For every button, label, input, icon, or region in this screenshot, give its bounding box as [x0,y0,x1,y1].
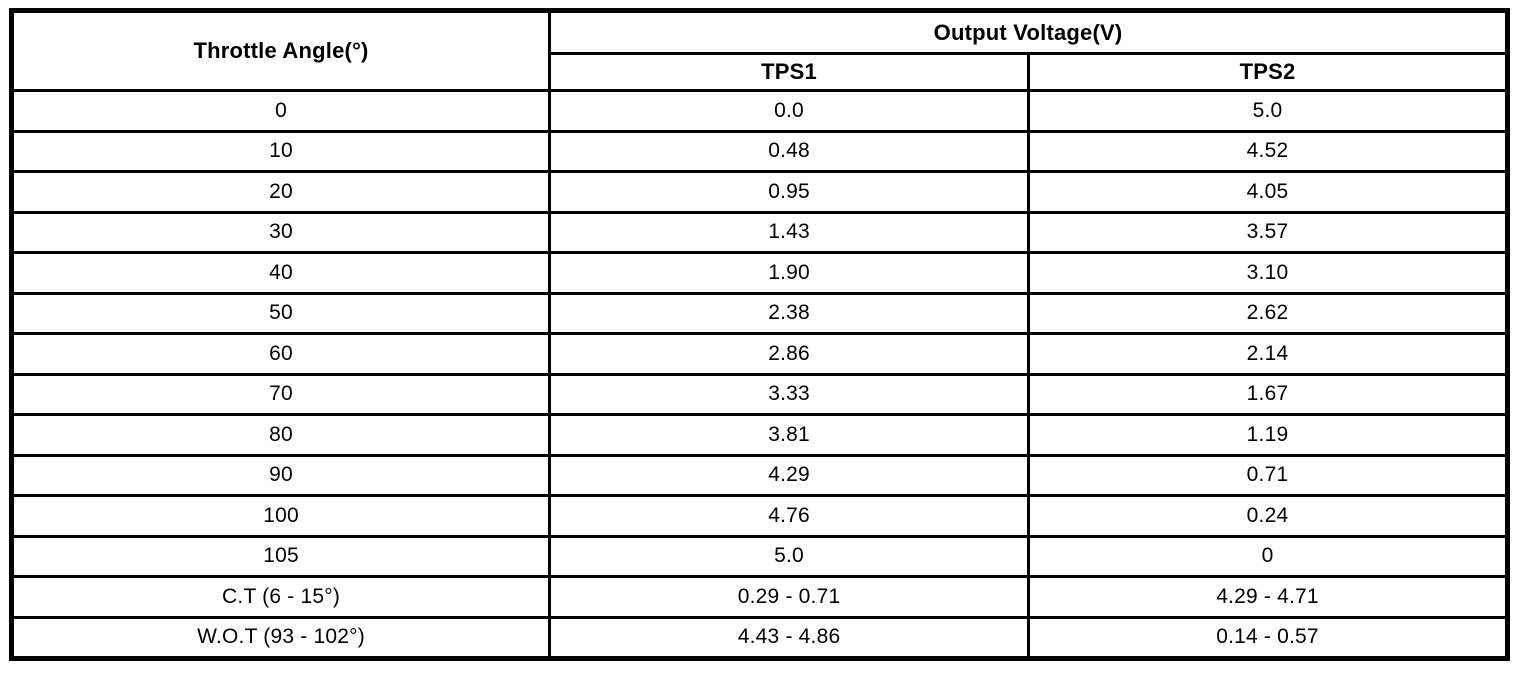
throttle-angle-header: Throttle Angle(°) [9,9,552,92]
tps2-cell: 0 [1027,534,1509,578]
tps1-cell: 0.0 [548,89,1031,133]
angle-cell: 20 [9,170,552,214]
tps1-cell: 3.33 [548,372,1031,416]
tps1-cell: 2.38 [548,291,1031,335]
header-row-sub: TPS1 TPS2 [12,52,1509,92]
tps1-cell: 4.29 [548,453,1031,497]
tps2-cell: 2.62 [1027,291,1509,335]
tps2-cell: 0.71 [1027,453,1509,497]
angle-cell: 80 [9,413,552,457]
table-row: 90 4.29 0.71 [9,453,1509,497]
tps2-cell: 0.24 [1027,494,1509,538]
table-row: 10 0.48 4.52 [9,129,1509,173]
angle-cell: 100 [9,494,552,538]
tps2-cell: 1.67 [1027,372,1509,416]
tps1-cell: 1.43 [548,210,1031,254]
tps2-cell: 1.19 [1027,413,1509,457]
tps1-cell: 1.90 [548,251,1031,295]
tps2-cell: 5.0 [1027,89,1509,133]
angle-cell: 30 [9,210,552,254]
angle-cell: 40 [9,251,552,295]
angle-cell: 90 [9,453,552,497]
table-row-closed-throttle: C.T (6 - 15°) 0.29 - 0.71 4.29 - 4.71 [9,575,1509,619]
angle-cell: W.O.T (93 - 102°) [9,615,552,660]
header-row-group: Throttle Angle(°) Output Voltage(V) [9,9,1509,92]
tps2-cell: 2.14 [1027,332,1509,376]
table-row: 70 3.33 1.67 [9,372,1509,416]
table-row: 30 1.43 3.57 [9,210,1509,254]
throttle-voltage-table: Throttle Angle(°) Output Voltage(V) TPS1… [9,8,1510,661]
tps1-cell: 0.29 - 0.71 [548,575,1031,619]
table-row: 0 0.0 5.0 [9,89,1509,133]
table-row: 60 2.86 2.14 [9,332,1509,376]
table-row: 80 3.81 1.19 [9,413,1509,457]
tps2-cell: 3.10 [1027,251,1509,295]
angle-cell: 0 [9,89,552,133]
angle-cell: 70 [9,372,552,416]
tps2-cell: 0.14 - 0.57 [1027,615,1509,660]
page: Throttle Angle(°) Output Voltage(V) TPS1… [9,8,1510,661]
table-row: 20 0.95 4.05 [9,170,1509,214]
angle-cell: 60 [9,332,552,376]
tps1-cell: 3.81 [548,413,1031,457]
tps1-header: TPS1 [548,52,1031,92]
tps2-header: TPS2 [1027,52,1509,92]
angle-cell: C.T (6 - 15°) [9,575,552,619]
tps2-cell: 4.05 [1027,170,1509,214]
tps1-cell: 5.0 [548,534,1031,578]
table-row: 100 4.76 0.24 [9,494,1509,538]
output-voltage-header: Output Voltage(V) [548,9,1509,55]
angle-cell: 105 [9,534,552,578]
table-row: 40 1.90 3.10 [9,251,1509,295]
tps1-cell: 4.76 [548,494,1031,538]
tps1-cell: 2.86 [548,332,1031,376]
tps1-cell: 0.48 [548,129,1031,173]
tps2-cell: 4.52 [1027,129,1509,173]
tps2-cell: 4.29 - 4.71 [1027,575,1509,619]
tps1-cell: 0.95 [548,170,1031,214]
table-row: 50 2.38 2.62 [9,291,1509,335]
angle-cell: 50 [9,291,552,335]
tps1-cell: 4.43 - 4.86 [548,615,1031,660]
table-row: 105 5.0 0 [9,534,1509,578]
angle-cell: 10 [9,129,552,173]
table-row-wide-open-throttle: W.O.T (93 - 102°) 4.43 - 4.86 0.14 - 0.5… [9,615,1509,660]
tps2-cell: 3.57 [1027,210,1509,254]
